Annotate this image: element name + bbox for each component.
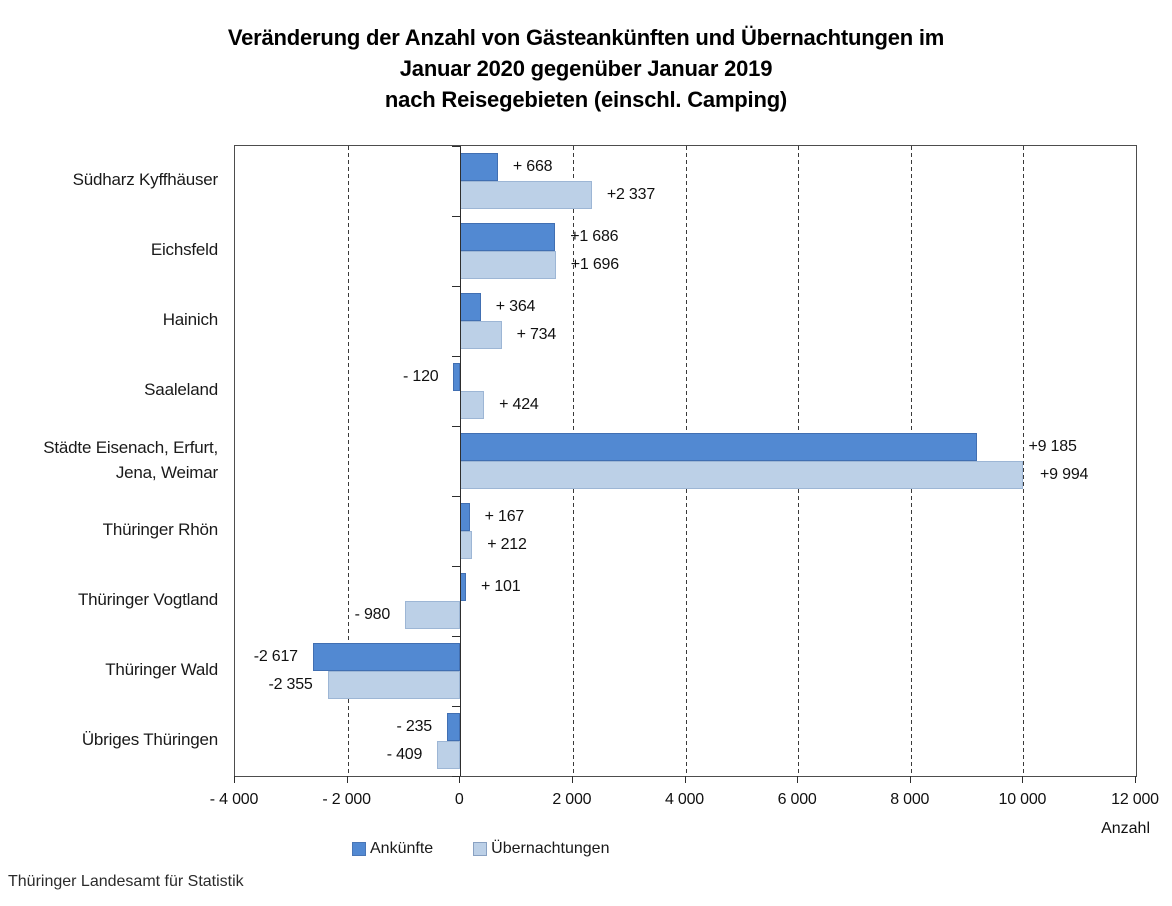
bar-übernachtungen — [460, 531, 473, 559]
x-tick-label: 2 000 — [552, 791, 592, 808]
bar-value-label: -2 617 — [253, 648, 298, 665]
category-boundary-tick — [452, 496, 461, 497]
legend: Ankünfte Übernachtungen — [352, 840, 609, 858]
bar-übernachtungen — [460, 321, 502, 349]
category-boundary-tick — [452, 426, 461, 427]
x-axis-tick — [797, 776, 799, 783]
bar-value-label: - 235 — [396, 718, 433, 735]
bar-value-label: - 120 — [403, 368, 439, 385]
bar-ankünfte — [460, 433, 978, 461]
category-label: Saaleland — [144, 380, 218, 400]
x-axis-tick — [1135, 776, 1136, 783]
bar-ankünfte — [460, 153, 498, 181]
bar-value-label: + 101 — [480, 578, 521, 595]
chart-title: Veränderung der Anzahl von Gästeankünfte… — [8, 22, 1164, 115]
bar-value-label: + 668 — [512, 158, 553, 175]
plot-area: + 668 +1 686 + 364 - 120 +9 185 + 167 + 101 -2 … — [234, 145, 1137, 777]
x-tick-label: 6 000 — [777, 791, 817, 808]
x-tick-label: 8 000 — [890, 791, 930, 808]
category-label: Thüringer Wald — [105, 660, 218, 680]
category-boundary-tick — [452, 636, 461, 637]
x-axis-tick — [684, 776, 686, 783]
bar-value-label: + 424 — [499, 396, 539, 413]
x-axis-tick — [234, 776, 235, 783]
bar-value-label: + 167 — [484, 508, 525, 525]
x-tick-label: - 4 000 — [209, 791, 259, 808]
category-label: Eichsfeld — [150, 240, 218, 260]
bar-value-label: +1 686 — [570, 228, 619, 245]
x-axis-tick — [909, 776, 911, 783]
legend-item-ankünfte: Ankünfte — [352, 840, 433, 858]
category-boundary-tick — [452, 706, 461, 707]
category-boundary-tick — [452, 286, 461, 287]
x-tick-label: 4 000 — [664, 791, 705, 808]
bar-value-label: +2 337 — [606, 186, 656, 203]
chart-title-line2: Januar 2020 gegenüber Januar 2019 — [399, 56, 773, 81]
chart-title-line3: nach Reisegebieten (einschl. Camping) — [384, 87, 788, 112]
category-label: Städte Eisenach, Erfurt, Jena, Weimar — [43, 437, 218, 483]
category-boundary-tick — [452, 566, 461, 567]
bar-value-label: + 734 — [516, 326, 557, 343]
bar-value-label: + 364 — [495, 298, 536, 315]
legend-item-übernachtungen: Übernachtungen — [473, 840, 609, 858]
legend-label: Ankünfte — [370, 840, 434, 857]
category-label: Thüringer Rhön — [102, 520, 219, 540]
bar-value-label: - 980 — [354, 606, 391, 623]
category-boundary-tick — [452, 776, 461, 777]
bar-ankünfte — [460, 293, 481, 321]
bar-ankünfte — [453, 363, 461, 391]
gridline — [347, 146, 349, 776]
source-footer: Thüringer Landesamt für Statistik — [8, 873, 244, 890]
bar-value-label: +1 696 — [570, 256, 619, 273]
category-label: Hainich — [162, 310, 218, 330]
bar-value-label: +9 185 — [1028, 438, 1077, 455]
category-axis-labels: Südharz Kyffhäuser Eichsfeld Hainich Saalel… — [0, 145, 218, 775]
x-axis-tick — [459, 776, 461, 783]
legend-swatch — [352, 842, 366, 856]
gridline — [1023, 146, 1025, 776]
bar-value-label: +9 994 — [1040, 466, 1089, 483]
category-boundary-tick — [452, 356, 461, 357]
category-label: Übriges Thüringen — [81, 730, 218, 750]
bar-übernachtungen — [405, 601, 461, 629]
bar-ankünfte — [460, 503, 470, 531]
x-axis-title: Anzahl — [1101, 820, 1150, 837]
category-label: Südharz Kyffhäuser — [72, 170, 219, 190]
bar-übernachtungen — [437, 741, 461, 769]
bar-übernachtungen — [460, 461, 1024, 489]
category-boundary-tick — [452, 146, 461, 147]
x-tick-label: - 2 000 — [322, 791, 371, 808]
legend-swatch — [473, 842, 488, 856]
category-label: Thüringer Vogtland — [77, 590, 218, 610]
bar-ankünfte — [312, 643, 461, 671]
x-tick-label: 10 000 — [998, 791, 1047, 808]
bar-übernachtungen — [460, 391, 485, 419]
bar-value-label: -2 355 — [268, 676, 313, 693]
bar-ankünfte — [447, 713, 461, 741]
bar-übernachtungen — [327, 671, 461, 699]
x-axis-tick — [346, 776, 348, 783]
x-axis-tick — [1022, 776, 1024, 783]
x-tick-label: 0 — [454, 791, 464, 808]
zero-axis — [460, 146, 462, 776]
bar-value-label: - 409 — [386, 746, 423, 763]
bar-value-label: + 212 — [487, 536, 527, 553]
bar-übernachtungen — [460, 251, 556, 279]
legend-label: Übernachtungen — [491, 840, 610, 857]
x-tick-label: 12 000 — [1111, 791, 1159, 808]
bar-ankünfte — [460, 223, 556, 251]
x-axis-tick — [571, 776, 573, 783]
bar-übernachtungen — [460, 181, 592, 209]
chart-title-line1: Veränderung der Anzahl von Gästeankünfte… — [227, 25, 945, 50]
category-boundary-tick — [452, 216, 461, 217]
